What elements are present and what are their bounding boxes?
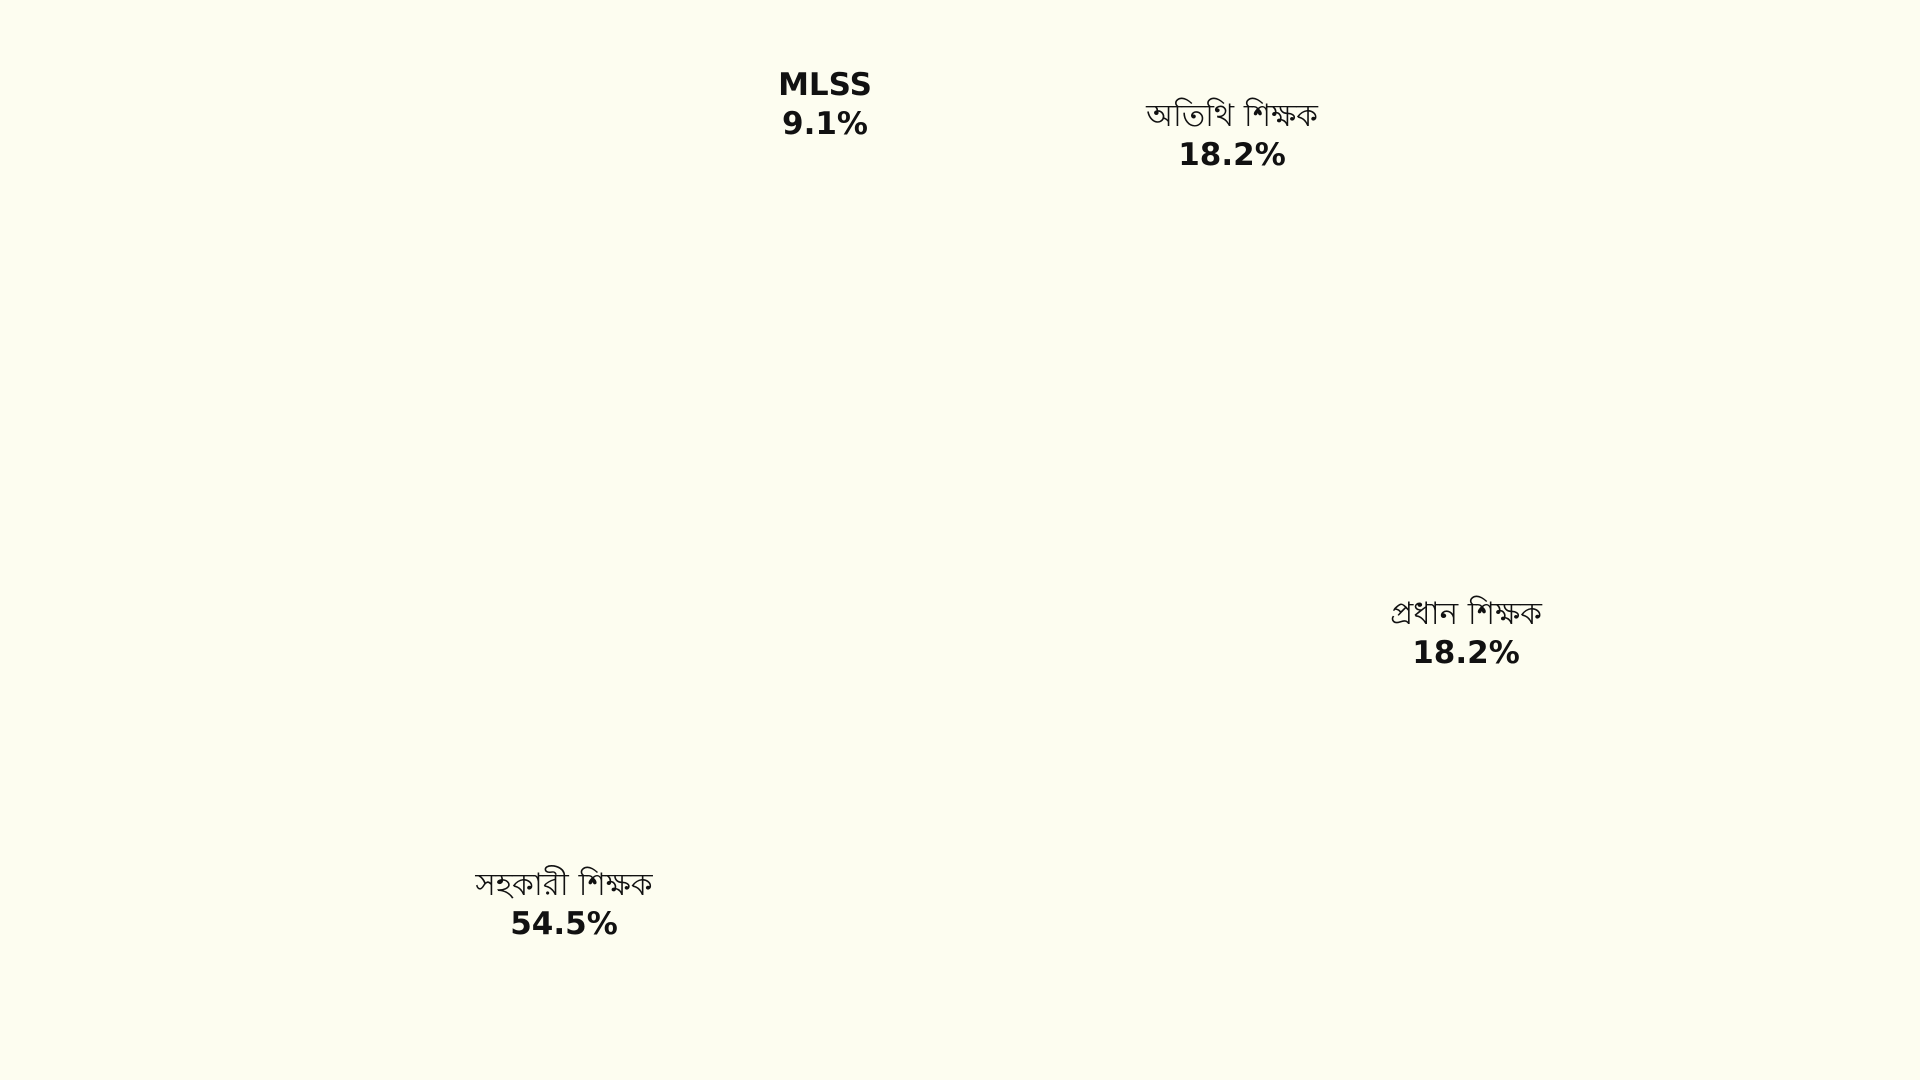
slice-value: 54.5% — [510, 905, 618, 942]
slice-label-guest-teacher: অতিথি শিক্ষক 18.2% — [1146, 97, 1318, 175]
slice-name: প্রধান শিক্ষক — [1390, 596, 1542, 632]
slice-label-head-teacher: প্রধান শিক্ষক 18.2% — [1390, 595, 1542, 673]
slice-value: 18.2% — [1412, 634, 1520, 671]
slice-label-assistant-teacher: সহকারী শিক্ষক 54.5% — [475, 866, 652, 944]
slice-name: সহকারী শিক্ষক — [475, 867, 653, 903]
slice-name: অতিথি শিক্ষক — [1146, 98, 1318, 134]
slice-value: 9.1% — [782, 105, 868, 142]
slice-value: 18.2% — [1178, 136, 1286, 173]
slice-name: MLSS — [778, 67, 872, 103]
slice-label-mlss: MLSS 9.1% — [778, 66, 872, 144]
